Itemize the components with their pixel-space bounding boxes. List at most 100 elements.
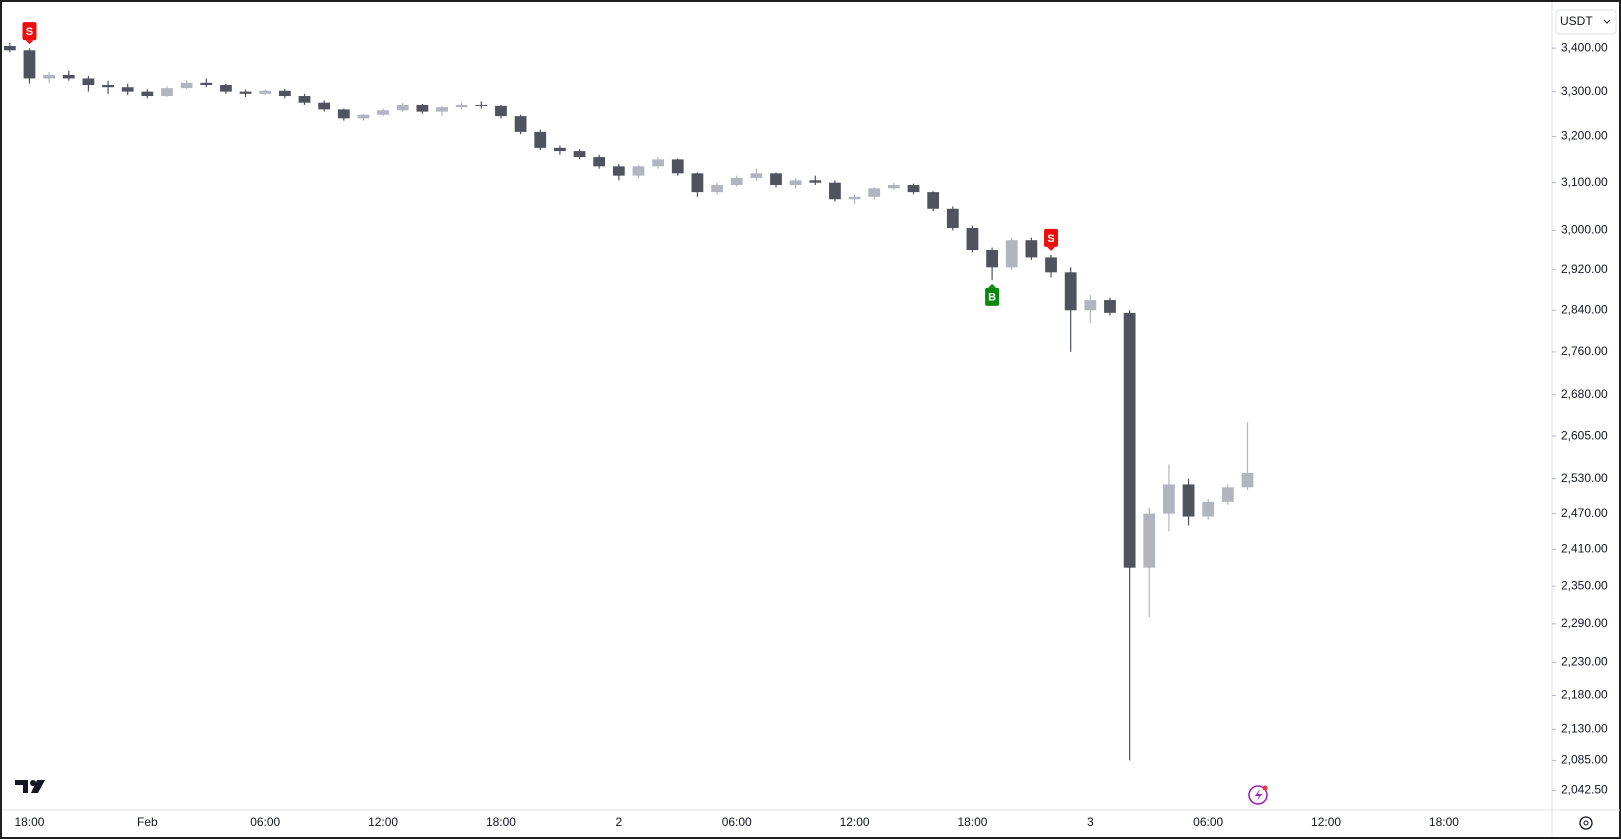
x-tick-label: 3 bbox=[1087, 815, 1094, 829]
x-tick-label: 12:00 bbox=[368, 815, 398, 829]
candle-body bbox=[1045, 257, 1057, 273]
candle-body bbox=[1182, 484, 1195, 517]
y-tick-label: 2,085.00 bbox=[1561, 753, 1608, 767]
candle-body bbox=[220, 85, 232, 92]
logo-part[interactable] bbox=[15, 780, 28, 793]
currency-button[interactable]: USDT bbox=[1555, 9, 1617, 35]
y-tick-label: 2,605.00 bbox=[1561, 428, 1608, 442]
x-tick-label: Feb bbox=[137, 815, 158, 829]
lightning-button[interactable] bbox=[1248, 785, 1268, 805]
signal-marker: S bbox=[1044, 228, 1059, 251]
candle-body bbox=[1064, 272, 1077, 311]
candle-body bbox=[1005, 240, 1018, 268]
candle-body bbox=[318, 102, 331, 110]
signal-text: S bbox=[26, 26, 33, 38]
currency-caret[interactable] bbox=[1603, 19, 1611, 24]
candle-body bbox=[927, 192, 940, 209]
candle-body bbox=[652, 159, 665, 167]
y-tick-label: 3,100.00 bbox=[1561, 175, 1608, 189]
signal-text: B bbox=[988, 292, 996, 304]
candle-body bbox=[691, 173, 704, 193]
y-tick-label: 2,130.00 bbox=[1561, 721, 1608, 735]
candle-body bbox=[514, 116, 527, 132]
candle-body bbox=[337, 109, 350, 119]
gear[interactable] bbox=[1579, 816, 1593, 830]
x-tick-label: 12:00 bbox=[1311, 815, 1341, 829]
gear-center[interactable] bbox=[1583, 820, 1589, 826]
candle-body bbox=[868, 188, 881, 197]
candle-body bbox=[829, 182, 841, 200]
candle-body bbox=[534, 131, 547, 148]
x-tick-label: 06:00 bbox=[1193, 815, 1223, 829]
y-tick-label: 2,230.00 bbox=[1561, 655, 1608, 669]
candle-body bbox=[180, 82, 193, 89]
y-tick-label: 2,840.00 bbox=[1561, 302, 1608, 316]
candle-body bbox=[593, 157, 606, 167]
y-tick-label: 3,200.00 bbox=[1561, 129, 1608, 143]
y-tick-label: 3,300.00 bbox=[1561, 84, 1608, 98]
candle-body bbox=[239, 91, 252, 94]
candle-body bbox=[1143, 513, 1156, 568]
y-tick-label: 2,290.00 bbox=[1561, 616, 1608, 630]
x-tick-label: 06:00 bbox=[722, 815, 752, 829]
candle-body bbox=[887, 185, 900, 189]
notify-dot[interactable] bbox=[1262, 785, 1268, 791]
candle-body bbox=[612, 166, 625, 176]
lightning-bolt[interactable] bbox=[1255, 789, 1262, 801]
candle-body bbox=[141, 91, 154, 97]
candle-body bbox=[3, 46, 16, 51]
y-tick-label: 2,180.00 bbox=[1561, 688, 1608, 702]
candle-body bbox=[1104, 300, 1116, 313]
candle-body bbox=[495, 105, 507, 117]
candle-body bbox=[671, 159, 684, 174]
candle-body bbox=[475, 104, 488, 106]
candle-body bbox=[809, 180, 822, 183]
y-tick-label: 2,530.00 bbox=[1561, 471, 1608, 485]
candle-body bbox=[377, 110, 389, 115]
logo-part[interactable] bbox=[31, 780, 45, 793]
y-tick-label: 2,680.00 bbox=[1561, 387, 1608, 401]
signal-pointer bbox=[25, 40, 34, 45]
candle-body bbox=[1123, 312, 1136, 568]
candle-body bbox=[1163, 484, 1175, 514]
candle-body bbox=[278, 90, 291, 97]
candle-body bbox=[102, 85, 114, 88]
candle-body bbox=[730, 178, 743, 186]
y-tick-label: 3,400.00 bbox=[1561, 40, 1608, 54]
candle-body bbox=[62, 74, 75, 79]
candle-body bbox=[1084, 300, 1097, 311]
candle-body bbox=[554, 147, 566, 152]
x-tick-label: 18:00 bbox=[14, 815, 44, 829]
signal-pointer bbox=[988, 283, 997, 288]
y-tick-label: 2,760.00 bbox=[1561, 344, 1608, 358]
candle-body bbox=[632, 166, 645, 176]
lightning-circle[interactable] bbox=[1248, 785, 1268, 805]
x-tick-label: 18:00 bbox=[957, 815, 987, 829]
currency-box[interactable] bbox=[1555, 9, 1617, 35]
y-tick-label: 3,000.00 bbox=[1561, 223, 1608, 237]
signal-text: S bbox=[1047, 233, 1054, 245]
candles bbox=[3, 43, 1254, 761]
x-tick-label: 12:00 bbox=[840, 815, 870, 829]
signal-box bbox=[22, 22, 37, 41]
candle-body bbox=[357, 114, 370, 119]
candle-body bbox=[986, 250, 998, 268]
candle-body bbox=[82, 78, 95, 86]
settings-button[interactable] bbox=[1579, 816, 1593, 830]
candle-body bbox=[1221, 487, 1234, 502]
candle-body bbox=[770, 173, 782, 186]
currency-label[interactable]: USDT bbox=[1560, 14, 1593, 28]
x-tick-label: 18:00 bbox=[486, 815, 516, 829]
y-tick-label: 2,410.00 bbox=[1561, 542, 1608, 556]
candle-body bbox=[848, 196, 861, 200]
y-tick-label: 2,920.00 bbox=[1561, 262, 1608, 276]
logo-part[interactable] bbox=[30, 780, 36, 786]
tv-logo[interactable] bbox=[15, 780, 45, 793]
candle-body bbox=[396, 104, 409, 111]
candle-body bbox=[573, 151, 586, 158]
candle-body bbox=[789, 180, 802, 186]
y-tick-label: 2,350.00 bbox=[1561, 578, 1608, 592]
candle-body bbox=[436, 107, 448, 112]
